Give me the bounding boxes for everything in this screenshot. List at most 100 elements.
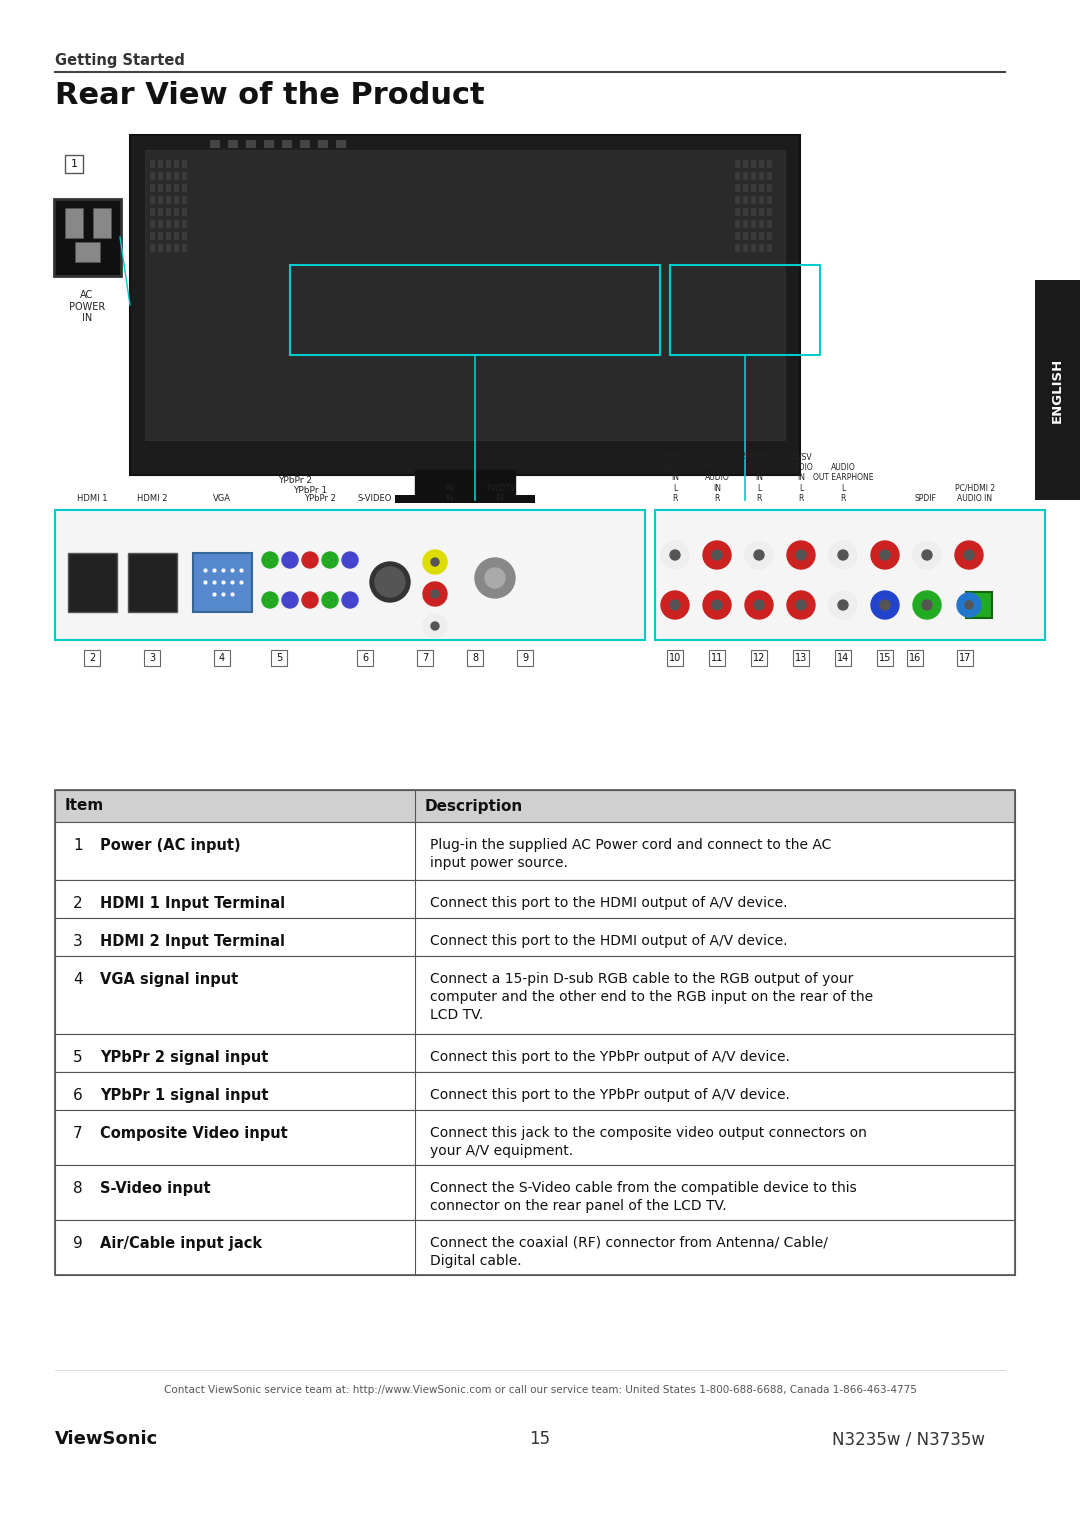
Circle shape bbox=[262, 551, 278, 568]
FancyBboxPatch shape bbox=[415, 470, 515, 495]
Text: AV
IN: AV IN bbox=[445, 484, 456, 502]
FancyBboxPatch shape bbox=[966, 592, 993, 618]
Bar bbox=[759, 195, 764, 205]
Bar bbox=[158, 183, 163, 192]
Bar bbox=[214, 651, 230, 666]
Circle shape bbox=[838, 600, 848, 609]
Bar bbox=[735, 160, 740, 168]
Circle shape bbox=[302, 592, 318, 608]
FancyBboxPatch shape bbox=[129, 553, 177, 612]
Bar bbox=[183, 208, 187, 215]
Bar bbox=[743, 160, 748, 168]
Circle shape bbox=[754, 550, 764, 560]
Bar bbox=[183, 160, 187, 168]
Text: VGA signal input: VGA signal input bbox=[100, 973, 239, 986]
Text: input power source.: input power source. bbox=[430, 857, 568, 870]
Text: 2: 2 bbox=[73, 896, 83, 912]
Bar bbox=[743, 173, 748, 180]
Bar bbox=[174, 208, 179, 215]
Text: Rear View of the Product: Rear View of the Product bbox=[55, 81, 485, 110]
FancyBboxPatch shape bbox=[654, 510, 1045, 640]
Bar bbox=[743, 195, 748, 205]
Bar bbox=[174, 160, 179, 168]
Text: your A/V equipment.: your A/V equipment. bbox=[430, 1144, 573, 1157]
Bar bbox=[150, 160, 156, 168]
Bar bbox=[174, 173, 179, 180]
Bar bbox=[174, 183, 179, 192]
Text: LCD TV.: LCD TV. bbox=[430, 1008, 483, 1022]
Bar bbox=[759, 244, 764, 252]
Bar bbox=[166, 232, 171, 240]
Circle shape bbox=[703, 591, 731, 618]
Bar bbox=[158, 244, 163, 252]
Bar bbox=[158, 220, 163, 228]
Text: YPbPr 1 signal input: YPbPr 1 signal input bbox=[100, 1089, 269, 1102]
Text: 3: 3 bbox=[149, 654, 156, 663]
Text: 1: 1 bbox=[70, 159, 78, 169]
Bar bbox=[735, 220, 740, 228]
Text: 16: 16 bbox=[909, 654, 921, 663]
Text: Description: Description bbox=[426, 799, 523, 814]
Text: Plug-in the supplied AC Power cord and connect to the AC: Plug-in the supplied AC Power cord and c… bbox=[430, 838, 832, 852]
Text: 9: 9 bbox=[73, 1235, 83, 1251]
Bar bbox=[751, 232, 756, 240]
Text: 9: 9 bbox=[522, 654, 528, 663]
Text: 4: 4 bbox=[73, 973, 83, 986]
Bar bbox=[735, 208, 740, 215]
Text: Composite Video input: Composite Video input bbox=[100, 1125, 287, 1141]
Bar bbox=[743, 208, 748, 215]
Circle shape bbox=[262, 592, 278, 608]
FancyBboxPatch shape bbox=[68, 553, 117, 612]
Bar bbox=[150, 208, 156, 215]
Circle shape bbox=[964, 550, 974, 560]
Bar bbox=[183, 232, 187, 240]
Bar bbox=[65, 156, 83, 173]
Bar bbox=[264, 140, 274, 148]
Bar bbox=[743, 244, 748, 252]
Bar bbox=[65, 208, 83, 238]
Bar bbox=[767, 232, 772, 240]
Bar bbox=[246, 140, 256, 148]
Text: 12: 12 bbox=[753, 654, 766, 663]
Text: 7: 7 bbox=[73, 1125, 83, 1141]
Circle shape bbox=[745, 541, 773, 570]
Bar bbox=[271, 651, 287, 666]
Bar bbox=[751, 183, 756, 192]
Circle shape bbox=[745, 591, 773, 618]
Text: 1: 1 bbox=[73, 838, 83, 854]
Circle shape bbox=[322, 592, 338, 608]
FancyBboxPatch shape bbox=[145, 150, 785, 440]
Bar bbox=[751, 220, 756, 228]
Text: Connect a 15-pin D-sub RGB cable to the RGB output of your: Connect a 15-pin D-sub RGB cable to the … bbox=[430, 973, 853, 986]
Circle shape bbox=[703, 541, 731, 570]
FancyBboxPatch shape bbox=[130, 134, 800, 475]
Circle shape bbox=[870, 591, 899, 618]
Circle shape bbox=[913, 591, 941, 618]
Text: connector on the rear panel of the LCD TV.: connector on the rear panel of the LCD T… bbox=[430, 1199, 727, 1212]
Text: Air/Cable input jack: Air/Cable input jack bbox=[100, 1235, 262, 1251]
Circle shape bbox=[431, 621, 438, 631]
Circle shape bbox=[880, 550, 890, 560]
Bar bbox=[767, 160, 772, 168]
Bar bbox=[183, 183, 187, 192]
Bar bbox=[735, 173, 740, 180]
Bar bbox=[735, 244, 740, 252]
Text: S-Video input: S-Video input bbox=[100, 1180, 211, 1196]
Bar bbox=[751, 160, 756, 168]
Circle shape bbox=[829, 541, 858, 570]
Text: YPbPr 2: YPbPr 2 bbox=[305, 495, 336, 502]
Bar bbox=[55, 822, 1015, 880]
Bar bbox=[759, 220, 764, 228]
Bar bbox=[767, 220, 772, 228]
Text: Connect the S-Video cable from the compatible device to this: Connect the S-Video cable from the compa… bbox=[430, 1180, 856, 1196]
Text: 6: 6 bbox=[73, 1089, 83, 1102]
FancyBboxPatch shape bbox=[54, 199, 121, 276]
Text: Connect the coaxial (RF) connector from Antenna/ Cable/: Connect the coaxial (RF) connector from … bbox=[430, 1235, 828, 1251]
Text: YPbPr2
AUDIO
IN
R: YPbPr2 AUDIO IN R bbox=[704, 463, 730, 502]
Bar bbox=[957, 651, 973, 666]
Bar bbox=[150, 173, 156, 180]
Circle shape bbox=[370, 562, 410, 602]
Text: ViewSonic: ViewSonic bbox=[55, 1429, 159, 1448]
Text: TV/DTV
IN: TV/DTV IN bbox=[485, 484, 515, 502]
FancyBboxPatch shape bbox=[55, 510, 645, 640]
